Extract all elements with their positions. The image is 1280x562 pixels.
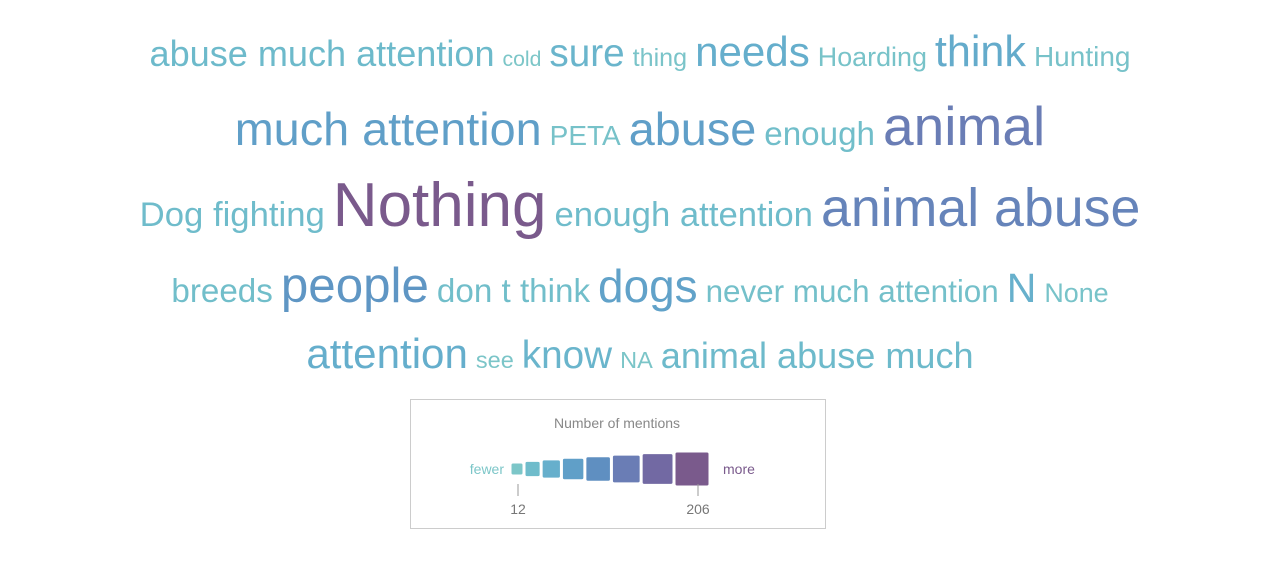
word: never much attention xyxy=(706,274,999,309)
word: PETA xyxy=(550,120,621,151)
legend-high-label: more xyxy=(723,461,755,477)
word: None xyxy=(1044,278,1108,308)
legend-low-label: fewer xyxy=(470,461,505,477)
word: don t think xyxy=(437,273,591,310)
word: know xyxy=(522,334,613,377)
word: enough attention xyxy=(555,196,813,234)
word: thing xyxy=(633,44,687,72)
legend-tick-label: 206 xyxy=(686,501,710,517)
word: enough xyxy=(764,116,875,153)
word: NA xyxy=(620,347,653,373)
legend-swatch xyxy=(585,456,611,482)
legend-swatch xyxy=(541,459,561,479)
word: abuse xyxy=(629,103,757,155)
word: see xyxy=(476,347,514,373)
word: animal xyxy=(883,95,1045,157)
legend-swatch xyxy=(674,451,710,487)
legend-title: Number of mentions xyxy=(554,415,680,431)
word: attention xyxy=(306,330,468,377)
legend-swatch xyxy=(524,460,541,478)
word: dogs xyxy=(598,260,698,312)
word: much attention xyxy=(235,103,542,155)
word: Nothing xyxy=(333,171,547,240)
word: cold xyxy=(503,48,542,71)
word: breeds xyxy=(171,273,272,310)
word: Hoarding xyxy=(818,42,927,72)
word: Hunting xyxy=(1034,41,1131,72)
word: Dog fighting xyxy=(140,196,325,234)
word: animal abuse much xyxy=(661,335,974,376)
legend-swatch xyxy=(510,462,524,476)
word: think xyxy=(935,28,1026,76)
legend-swatch xyxy=(561,457,585,481)
word: needs xyxy=(695,28,810,75)
legend-swatch xyxy=(641,453,674,485)
word: abuse much attention xyxy=(150,33,495,74)
word: animal abuse xyxy=(821,178,1140,238)
legend-tick-label: 12 xyxy=(510,501,526,517)
legend-swatch xyxy=(611,454,641,484)
word: people xyxy=(281,258,429,313)
word: sure xyxy=(549,32,624,75)
word: N xyxy=(1007,265,1037,311)
